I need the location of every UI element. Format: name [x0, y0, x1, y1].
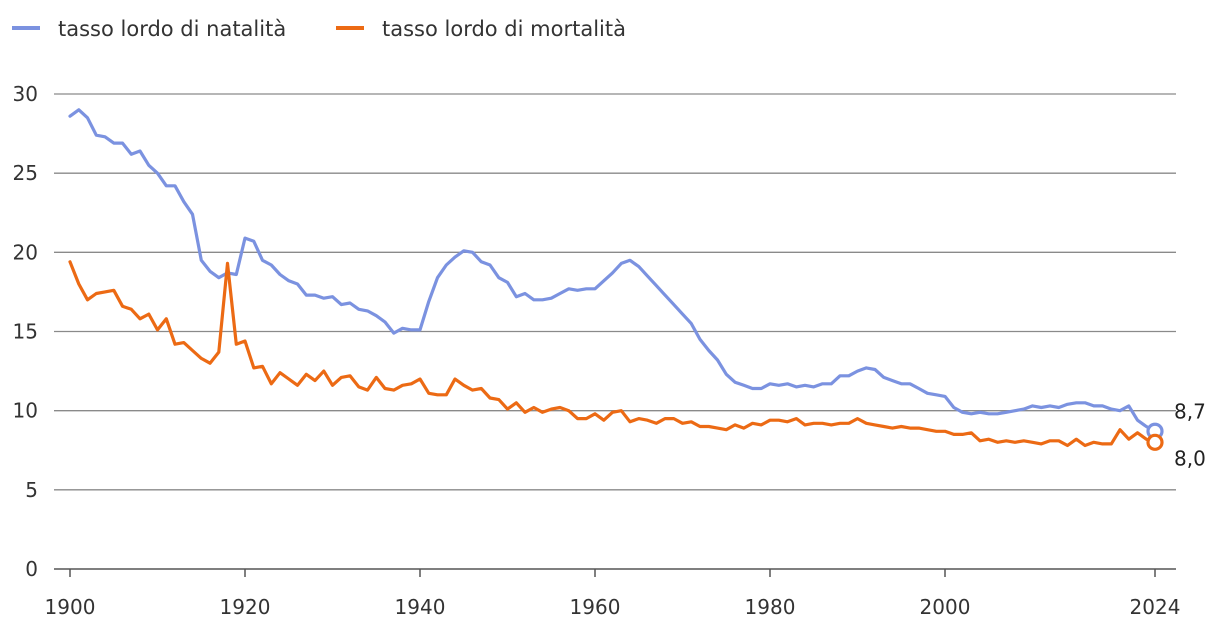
- y-tick-label: 5: [25, 478, 38, 502]
- series-line-natalita: [68, 108, 1157, 433]
- end-markers: 8,7 8,0: [1146, 399, 1206, 470]
- end-value-label: 8,0: [1174, 446, 1206, 470]
- x-tick-label: 1960: [570, 595, 621, 619]
- y-tick-label: 20: [13, 240, 38, 264]
- x-tick-label: 2024: [1130, 595, 1181, 619]
- end-marker-mortalita: [1146, 433, 1164, 451]
- y-tick-label: 30: [13, 82, 38, 106]
- series-line-mortalita: [68, 260, 1157, 448]
- y-tick-label: 25: [13, 161, 38, 185]
- y-tick-label: 10: [13, 399, 38, 423]
- x-tick-label: 2000: [920, 595, 971, 619]
- x-tick-label: 1920: [220, 595, 271, 619]
- x-tick-label: 1980: [745, 595, 796, 619]
- x-tick-label: 1940: [395, 595, 446, 619]
- end-value-label: 8,7: [1174, 399, 1206, 423]
- y-axis-ticks: 0 5 10 15 20 25 30: [13, 82, 38, 581]
- y-tick-label: 15: [13, 320, 38, 344]
- x-tick-label: 1900: [45, 595, 96, 619]
- series-lines: [68, 108, 1157, 448]
- legend-label-natalita: tasso lordo di natalità: [58, 17, 286, 41]
- legend: tasso lordo di natalità tasso lordo di m…: [12, 17, 626, 41]
- gridlines: [54, 93, 1176, 491]
- y-tick-label: 0: [25, 557, 38, 581]
- legend-label-mortalita: tasso lordo di mortalità: [382, 17, 626, 41]
- x-axis: 1900 1920 1940 1960 1980 2000 2024: [45, 568, 1181, 619]
